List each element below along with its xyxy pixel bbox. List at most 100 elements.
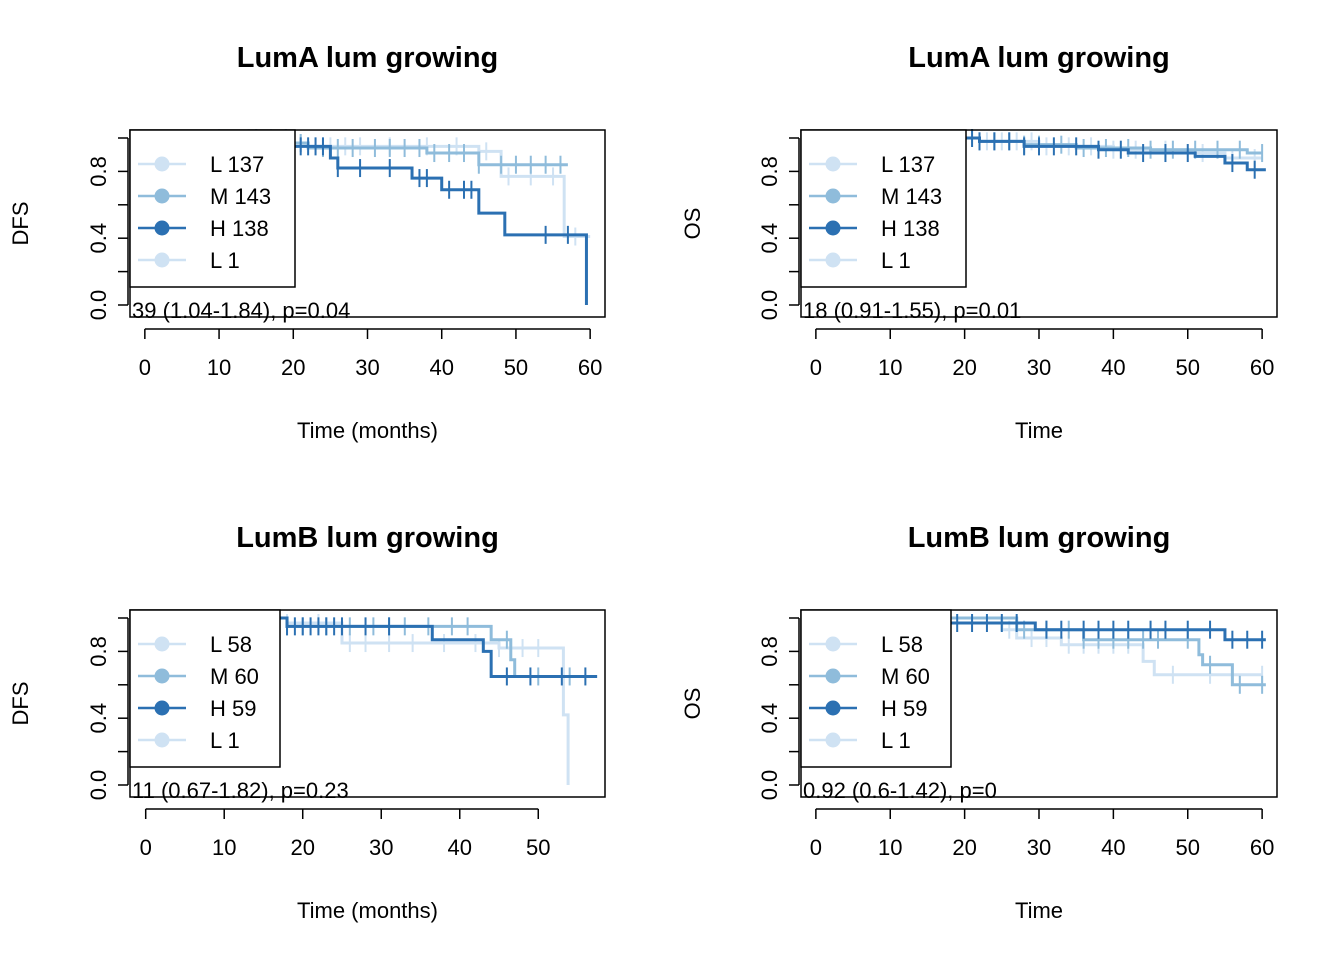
km-panel-2: LumA lum growing L 137 M 143 H 138 L 1 18 (0.…: [680, 42, 1278, 443]
legend: L 58 M 60 H 59 L 1: [129, 609, 281, 768]
y-axis-label: OS: [680, 208, 705, 240]
legend-label: M 143: [881, 184, 942, 209]
legend-label: H 138: [881, 216, 940, 241]
y-axis-label: OS: [680, 688, 705, 720]
x-tick-label: 20: [290, 835, 314, 860]
legend-marker: [154, 668, 170, 684]
x-tick-label: 60: [578, 355, 602, 380]
legend-marker: [154, 732, 170, 748]
legend-marker: [154, 156, 170, 172]
x-tick-label: 40: [1101, 355, 1125, 380]
x-tick-label: 50: [526, 835, 550, 860]
x-tick-label: 0: [810, 355, 822, 380]
legend-label: L 1: [881, 728, 911, 753]
legend-marker: [154, 700, 170, 716]
x-axis-label: Time (months): [297, 898, 438, 923]
x-tick-label: 50: [504, 355, 528, 380]
legend-label: L 58: [881, 632, 923, 657]
legend-marker: [825, 732, 841, 748]
legend-marker: [825, 156, 841, 172]
x-tick-label: 50: [1176, 835, 1200, 860]
legend-label: H 59: [210, 696, 256, 721]
legend-marker: [154, 636, 170, 652]
legend-marker: [825, 220, 841, 236]
legend-label: L 137: [881, 152, 935, 177]
x-tick-label: 0: [810, 835, 822, 860]
y-axis-label: DFS: [8, 202, 33, 246]
legend-marker: [825, 188, 841, 204]
x-axis-label: Time (months): [297, 418, 438, 443]
x-axis: 0 10 20 30 40 50 60 Time (months): [139, 328, 602, 443]
x-axis: 0 10 20 30 40 50 Time (months): [140, 808, 551, 923]
chart-title: LumB lum growing: [908, 522, 1171, 554]
x-tick-label: 0: [139, 355, 151, 380]
y-tick-label: 0.8: [757, 636, 782, 667]
x-axis-label: Time: [1015, 898, 1063, 923]
x-tick-label: 60: [1250, 355, 1274, 380]
legend-marker: [825, 636, 841, 652]
hazard-ratio-text: 0.92 (0.6-1.42), p=0: [803, 778, 997, 803]
x-tick-label: 50: [1176, 355, 1200, 380]
legend-marker: [825, 700, 841, 716]
x-tick-label: 30: [355, 355, 379, 380]
legend-marker: [154, 188, 170, 204]
x-tick-label: 30: [1027, 835, 1051, 860]
x-tick-label: 20: [281, 355, 305, 380]
x-axis: 0 10 20 30 40 50 60 Time: [810, 808, 1274, 923]
km-panel-1: LumA lum growing L 137 M 143 H 138 L 1 39 (1.…: [8, 42, 606, 443]
y-axis: 0.0 0.4 0.8 OS: [680, 137, 800, 321]
survival-curve-h: [144, 136, 588, 305]
y-tick-label: 0.4: [86, 703, 111, 734]
x-axis: 0 10 20 30 40 50 60 Time: [810, 328, 1274, 443]
x-axis-label: Time: [1015, 418, 1063, 443]
y-tick-label: 0.0: [86, 770, 111, 801]
km-panel-4: LumB lum growing L 58 M 60 H 59 L 1 0.92 (0.6…: [680, 522, 1278, 923]
legend-marker: [154, 252, 170, 268]
chart-title: LumA lum growing: [237, 42, 499, 74]
x-tick-label: 10: [207, 355, 231, 380]
legend-marker: [154, 220, 170, 236]
y-axis: 0.0 0.4 0.8 OS: [680, 617, 800, 801]
chart-title: LumA lum growing: [908, 42, 1170, 74]
hazard-ratio-text: 39 (1.04-1.84), p=0.04: [132, 298, 350, 323]
legend: L 137 M 143 H 138 L 1: [800, 129, 967, 288]
x-tick-label: 10: [878, 835, 902, 860]
y-axis: 0.0 0.4 0.8 DFS: [8, 137, 129, 321]
legend-marker: [825, 668, 841, 684]
y-tick-label: 0.0: [86, 290, 111, 321]
legend-label: L 1: [210, 728, 240, 753]
y-axis-label: DFS: [8, 682, 33, 726]
x-tick-label: 40: [1101, 835, 1125, 860]
legend-label: M 60: [881, 664, 930, 689]
legend-label: M 143: [210, 184, 271, 209]
legend-label: H 138: [210, 216, 269, 241]
y-tick-label: 0.0: [757, 290, 782, 321]
legend-label: L 58: [210, 632, 252, 657]
legend-label: M 60: [210, 664, 259, 689]
hazard-ratio-text: 18 (0.91-1.55), p=0.01: [803, 298, 1021, 323]
y-tick-label: 0.0: [757, 770, 782, 801]
x-tick-label: 0: [140, 835, 152, 860]
survival-curve-h: [815, 136, 1266, 172]
km-panel-3: LumB lum growing L 58 M 60 H 59 L 1 11 (0.67-…: [8, 522, 606, 923]
x-tick-label: 30: [1027, 355, 1051, 380]
chart-title: LumB lum growing: [236, 522, 499, 554]
legend: L 58 M 60 H 59 L 1: [800, 609, 952, 768]
x-tick-label: 40: [429, 355, 453, 380]
legend-marker: [825, 252, 841, 268]
legend-label: L 137: [210, 152, 264, 177]
x-tick-label: 10: [878, 355, 902, 380]
y-tick-label: 0.8: [757, 156, 782, 187]
legend-label: L 1: [881, 248, 911, 273]
x-tick-label: 30: [369, 835, 393, 860]
y-tick-label: 0.4: [757, 223, 782, 254]
legend-label: L 1: [210, 248, 240, 273]
x-tick-label: 10: [212, 835, 236, 860]
x-tick-label: 20: [952, 835, 976, 860]
y-axis: 0.0 0.4 0.8 DFS: [8, 617, 129, 801]
x-tick-label: 40: [448, 835, 472, 860]
y-tick-label: 0.8: [86, 636, 111, 667]
x-tick-label: 20: [952, 355, 976, 380]
legend-label: H 59: [881, 696, 927, 721]
